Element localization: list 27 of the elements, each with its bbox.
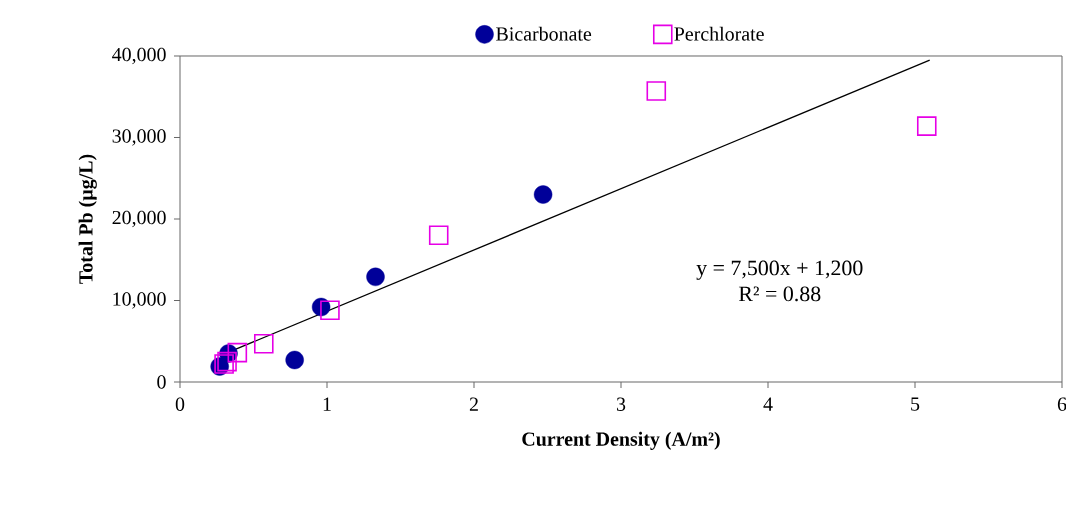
- x-tick-label: 0: [175, 397, 185, 411]
- x-tick-label: 4: [763, 397, 773, 411]
- x-tick-label: 5: [911, 397, 920, 411]
- point: [366, 267, 385, 287]
- point: [533, 185, 553, 204]
- y-tick-label: 40,000: [112, 47, 166, 65]
- y-tick-label: 0: [157, 375, 166, 389]
- point: [253, 333, 274, 354]
- annotation: R² = 0.88: [738, 286, 821, 302]
- y-tick-label: 10,000: [113, 292, 166, 309]
- x-tick-label: 3: [616, 397, 626, 411]
- x-tick-label: 2: [469, 397, 478, 411]
- y-tick-label: 30,000: [112, 129, 166, 146]
- point: [227, 342, 248, 363]
- x-tick-label: 1: [323, 397, 331, 411]
- point: [428, 225, 449, 246]
- legend-label: Perchlorate: [674, 26, 764, 41]
- legend-label: Bicarbonate: [496, 26, 592, 41]
- y-tick-label: 20,000: [112, 210, 166, 228]
- point: [320, 300, 340, 321]
- annotation: y = 7,500x + 1,200: [696, 260, 863, 280]
- x-tick-label: 6: [1057, 397, 1066, 411]
- x-axis-title: Current Density (A/m²): [522, 431, 720, 450]
- point: [916, 116, 937, 136]
- point: [285, 350, 304, 370]
- point: [646, 81, 667, 101]
- y-axis-title: Total Pb (µg/L): [78, 154, 97, 284]
